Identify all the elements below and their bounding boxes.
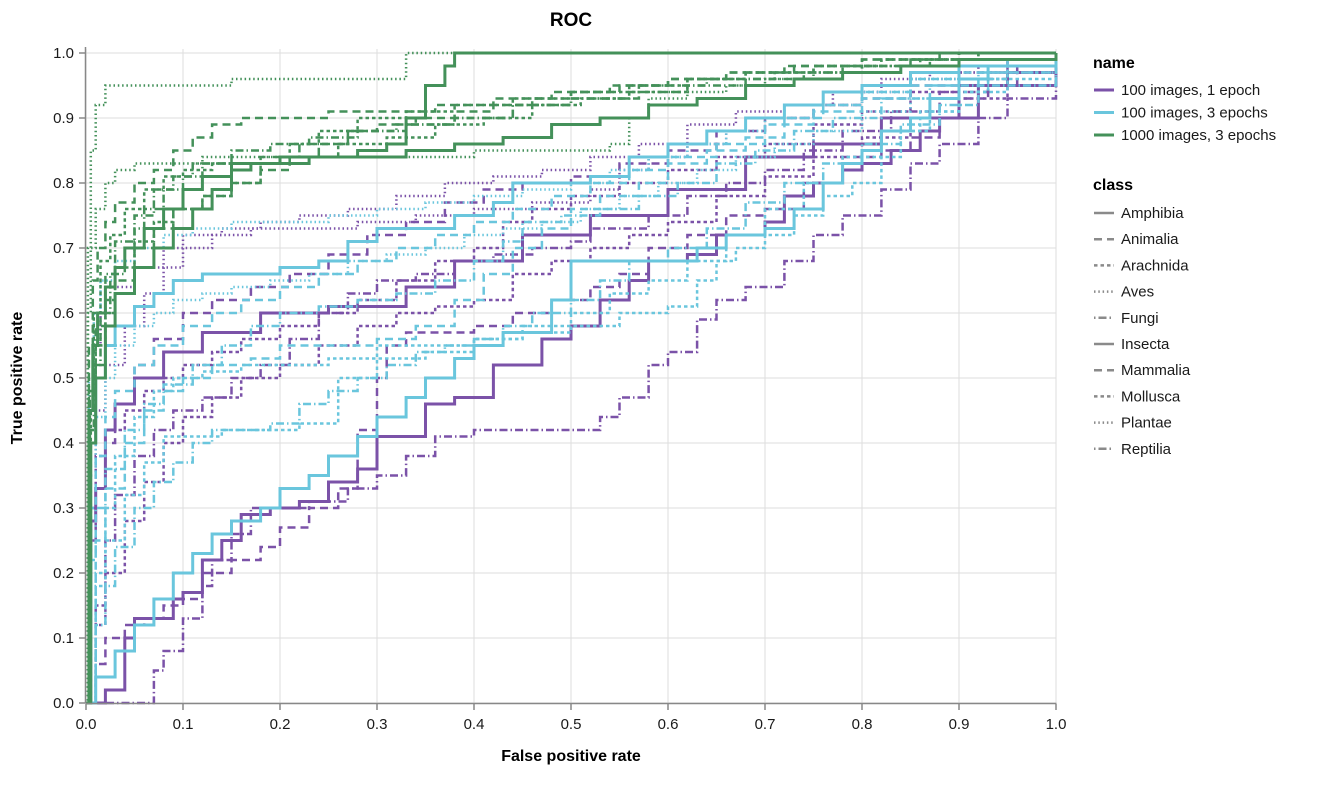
x-tick-label: 0.0 — [76, 716, 97, 733]
x-tick-label: 0.9 — [949, 716, 970, 733]
legend-class-label[interactable]: Aves — [1121, 284, 1154, 301]
legend-class-title: class — [1093, 177, 1133, 194]
legend-class-label[interactable]: Fungi — [1121, 310, 1159, 327]
roc-curve — [86, 53, 1058, 705]
roc-curve — [86, 53, 1058, 705]
roc-curve — [86, 53, 1058, 705]
roc-curve — [86, 51, 1056, 705]
legend-class-label[interactable]: Amphibia — [1121, 205, 1184, 222]
y-tick-label: 0.5 — [53, 370, 74, 387]
x-tick-label: 0.5 — [561, 716, 582, 733]
legend-class-label[interactable]: Mammalia — [1121, 362, 1191, 379]
axes: 0.0 0.1 0.2 0.3 0.4 0.5 0.6 0.7 0.8 0.9 1.0 0.0 0.1 0… — [53, 45, 1066, 733]
x-tick-label: 0.7 — [755, 716, 776, 733]
legend-name-title: name — [1093, 55, 1135, 72]
roc-curve — [86, 53, 1058, 705]
x-tick-label: 0.8 — [852, 716, 873, 733]
y-tick-label: 0.2 — [53, 565, 74, 582]
roc-curve — [86, 51, 1056, 705]
roc-curve — [86, 53, 1058, 705]
roc-curve — [86, 53, 1058, 705]
y-tick-label: 0.9 — [53, 110, 74, 127]
legend-name-label[interactable]: 100 images, 3 epochs — [1121, 105, 1268, 122]
legend: name class 100 images, 1 epoch 100 images… — [1093, 55, 1276, 458]
y-tick-label: 0.3 — [53, 500, 74, 517]
x-tick-label: 0.6 — [658, 716, 679, 733]
roc-curves — [86, 51, 1058, 705]
legend-name-label[interactable]: 100 images, 1 epoch — [1121, 82, 1260, 99]
roc-curve — [86, 53, 1058, 705]
y-tick-label: 0.8 — [53, 175, 74, 192]
roc-curve — [86, 53, 1058, 705]
chart-title: ROC — [550, 10, 593, 31]
legend-class-label[interactable]: Insecta — [1121, 336, 1170, 353]
x-tick-label: 0.1 — [173, 716, 194, 733]
roc-curve — [86, 53, 1058, 705]
roc-curve — [86, 53, 1058, 705]
x-tick-label: 0.4 — [464, 716, 485, 733]
y-tick-label: 0.4 — [53, 435, 74, 452]
x-tick-label: 1.0 — [1046, 716, 1067, 733]
y-tick-label: 1.0 — [53, 45, 74, 62]
legend-class-label[interactable]: Plantae — [1121, 415, 1172, 432]
x-tick-label: 0.3 — [367, 716, 388, 733]
y-axis-title: True positive rate — [9, 312, 26, 445]
legend-class-label[interactable]: Mollusca — [1121, 388, 1181, 405]
roc-curve — [86, 53, 1058, 705]
legend-class-label[interactable]: Animalia — [1121, 231, 1179, 248]
x-tick-label: 0.2 — [270, 716, 291, 733]
roc-curve — [86, 53, 1058, 705]
y-tick-label: 0.6 — [53, 305, 74, 322]
y-tick-label: 0.0 — [53, 695, 74, 712]
legend-name-label[interactable]: 1000 images, 3 epochs — [1121, 127, 1276, 144]
y-tick-label: 0.1 — [53, 630, 74, 647]
roc-curve — [86, 51, 1056, 705]
y-tick-label: 0.7 — [53, 240, 74, 257]
roc-curve — [86, 51, 1056, 705]
x-axis-title: False positive rate — [501, 748, 641, 765]
legend-class-label[interactable]: Reptilia — [1121, 441, 1172, 458]
legend-class-label[interactable]: Arachnida — [1121, 257, 1189, 274]
